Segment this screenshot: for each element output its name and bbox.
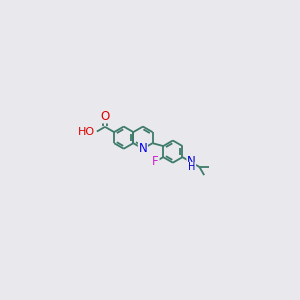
Text: O: O — [100, 110, 109, 123]
Text: H: H — [188, 162, 195, 172]
Text: N: N — [187, 154, 196, 168]
Text: N: N — [139, 142, 147, 155]
Text: HO: HO — [77, 127, 94, 136]
Text: F: F — [152, 155, 159, 168]
